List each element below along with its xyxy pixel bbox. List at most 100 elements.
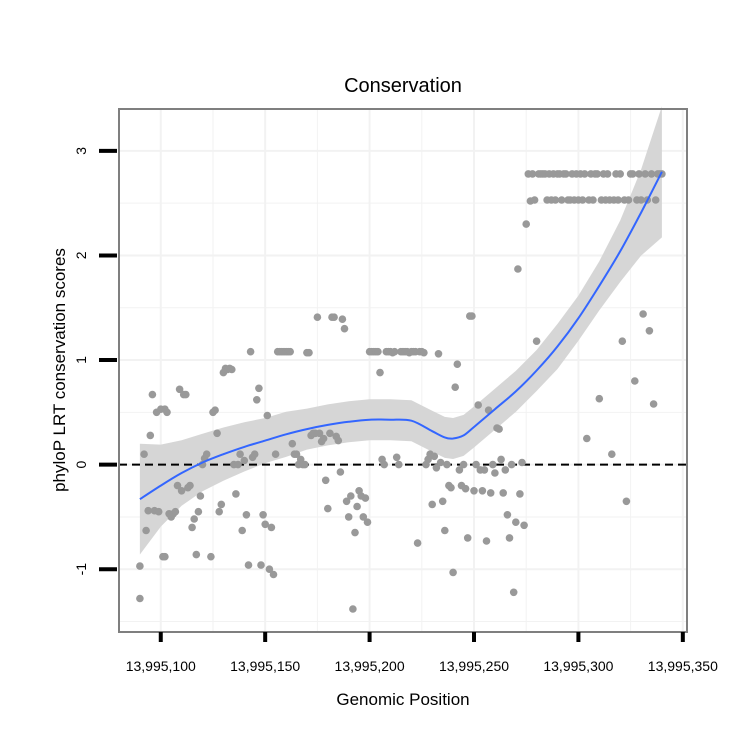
data-point — [271, 450, 280, 459]
data-point — [238, 526, 246, 535]
data-point — [472, 460, 480, 469]
y-tick-label: 2 — [73, 251, 89, 259]
data-point — [455, 466, 464, 474]
data-point — [593, 170, 601, 178]
data-point — [261, 520, 270, 529]
data-point — [305, 348, 313, 357]
data-point — [459, 460, 468, 469]
data-point — [603, 170, 612, 178]
data-point — [392, 453, 401, 462]
data-point — [190, 515, 198, 523]
data-point — [347, 492, 355, 500]
data-point — [497, 455, 505, 464]
data-point — [616, 170, 624, 178]
data-point — [336, 468, 345, 476]
data-point — [313, 313, 322, 322]
data-point — [516, 490, 524, 498]
data-point — [622, 497, 631, 506]
data-point — [631, 377, 639, 385]
data-point — [420, 348, 428, 357]
data-point — [236, 450, 244, 459]
data-point — [451, 383, 460, 392]
data-point — [267, 523, 276, 532]
x-tick-label: 13,995,250 — [439, 658, 509, 674]
y-axis: -1 0 1 2 3 — [73, 147, 117, 576]
data-point — [250, 450, 259, 459]
data-point — [252, 396, 261, 404]
data-point — [192, 550, 201, 559]
data-point — [447, 483, 455, 492]
data-point — [578, 196, 587, 204]
data-point — [608, 450, 616, 459]
data-point — [349, 605, 357, 613]
data-point — [380, 460, 389, 469]
data-point — [217, 500, 226, 509]
data-point — [301, 460, 309, 469]
data-point — [482, 537, 491, 545]
data-point — [286, 347, 295, 356]
data-point — [395, 460, 403, 469]
data-point — [557, 196, 566, 204]
data-point — [618, 337, 627, 346]
data-point — [509, 588, 518, 597]
data-point — [171, 507, 180, 516]
data-point — [532, 337, 541, 346]
x-tick-label: 13,995,150 — [230, 658, 300, 674]
data-point — [338, 315, 347, 324]
data-point — [154, 507, 163, 516]
x-axis-title: Genomic Position — [336, 690, 469, 709]
data-point — [175, 385, 184, 394]
data-point — [363, 518, 372, 526]
data-point — [436, 458, 445, 467]
data-point — [257, 561, 265, 569]
data-point — [651, 196, 660, 204]
data-point — [522, 220, 530, 228]
data-point — [263, 411, 272, 420]
data-point — [161, 552, 169, 561]
plot-panel — [119, 109, 687, 632]
data-point — [480, 466, 489, 474]
data-point — [255, 384, 263, 393]
data-points — [136, 170, 666, 613]
data-point — [520, 521, 528, 530]
y-tick-label: -1 — [73, 563, 89, 576]
data-point — [430, 452, 439, 461]
data-point — [474, 401, 483, 409]
data-point — [177, 487, 186, 495]
plot-frame — [118, 108, 688, 633]
data-point — [645, 327, 654, 335]
data-point — [461, 484, 470, 493]
data-point — [136, 562, 144, 570]
data-point — [321, 476, 330, 485]
x-tick-label: 13,995,300 — [543, 658, 613, 674]
data-point — [637, 196, 645, 204]
data-point — [441, 526, 449, 535]
data-point — [207, 552, 215, 561]
data-point — [512, 518, 520, 526]
data-point — [342, 497, 351, 506]
data-point — [505, 534, 514, 542]
data-point — [528, 170, 537, 178]
data-point — [351, 528, 359, 537]
data-point — [468, 312, 476, 320]
data-point — [463, 534, 472, 542]
data-point — [292, 450, 301, 459]
data-point — [432, 464, 441, 472]
data-point — [361, 494, 370, 502]
data-point — [434, 350, 443, 358]
data-point — [495, 425, 503, 433]
y-tick-label: 3 — [73, 147, 89, 155]
data-point — [242, 511, 251, 519]
data-point — [344, 513, 353, 521]
data-point — [269, 570, 278, 579]
data-point — [244, 561, 253, 569]
data-point — [647, 170, 656, 178]
data-point — [188, 523, 196, 532]
data-point — [551, 196, 560, 204]
data-point — [288, 439, 297, 448]
confidence-band — [139, 106, 662, 555]
data-point — [639, 310, 647, 318]
data-point — [196, 492, 205, 500]
data-point — [530, 196, 539, 204]
